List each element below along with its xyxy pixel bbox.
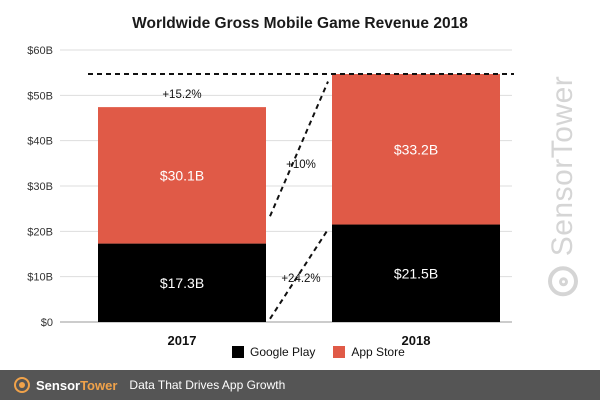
x-category-label: 2017 (168, 333, 197, 348)
y-tick-label: $50B (27, 90, 53, 102)
bar-google-play-2018 (332, 224, 500, 322)
y-tick-label: $20B (27, 226, 53, 238)
data-label: $21.5B (394, 265, 438, 281)
chart-title: Worldwide Gross Mobile Game Revenue 2018 (132, 15, 468, 32)
bar-google-play-2017 (98, 243, 266, 322)
legend-label-app-store: App Store (351, 345, 405, 359)
legend-swatch-google-play (232, 346, 244, 358)
sensortower-icon (14, 377, 30, 393)
y-axis-ticks: $0 $10B $20B $30B $40B $50B $60B (27, 45, 53, 329)
watermark-text: SensorTower (546, 75, 579, 257)
annotations: +15.2% +10% +24.2% (88, 73, 514, 320)
chart-legend: Google Play App Store (232, 345, 405, 359)
chart-area: Worldwide Gross Mobile Game Revenue 2018… (27, 15, 514, 348)
sensortower-watermark: SensorTower (546, 76, 580, 297)
app-store-growth-line (269, 81, 329, 217)
total-growth-label: +15.2% (162, 89, 201, 101)
google-play-growth-label: +24.2% (281, 273, 320, 285)
app-store-growth-label: +10% (286, 159, 316, 171)
y-tick-label: $30B (27, 181, 53, 193)
y-tick-label: $60B (27, 45, 53, 57)
bars: $17.3B $30.1B $21.5B $33.2B (98, 74, 500, 322)
y-tick-label: $10B (27, 272, 53, 284)
data-label: $17.3B (160, 275, 204, 291)
bar-app-store-2017 (98, 107, 266, 244)
y-tick-label: $0 (41, 317, 53, 329)
footer-tagline: Data That Drives App Growth (129, 378, 286, 392)
bar-app-store-2018 (332, 74, 500, 225)
legend-label-google-play: Google Play (250, 345, 316, 359)
legend-item-app-store: App Store (333, 345, 405, 359)
data-label: $30.1B (160, 167, 204, 183)
x-axis-categories: 2017 2018 (168, 333, 431, 348)
y-tick-label: $40B (27, 136, 53, 148)
x-category-label: 2018 (402, 333, 431, 348)
legend-item-google-play: Google Play (232, 345, 315, 359)
footer-bar: SensorTower Data That Drives App Growth (0, 370, 600, 400)
data-label: $33.2B (394, 141, 438, 157)
sensortower-logo-icon (548, 266, 578, 297)
footer-brand: SensorTower (36, 377, 118, 393)
legend-swatch-app-store (333, 346, 346, 358)
